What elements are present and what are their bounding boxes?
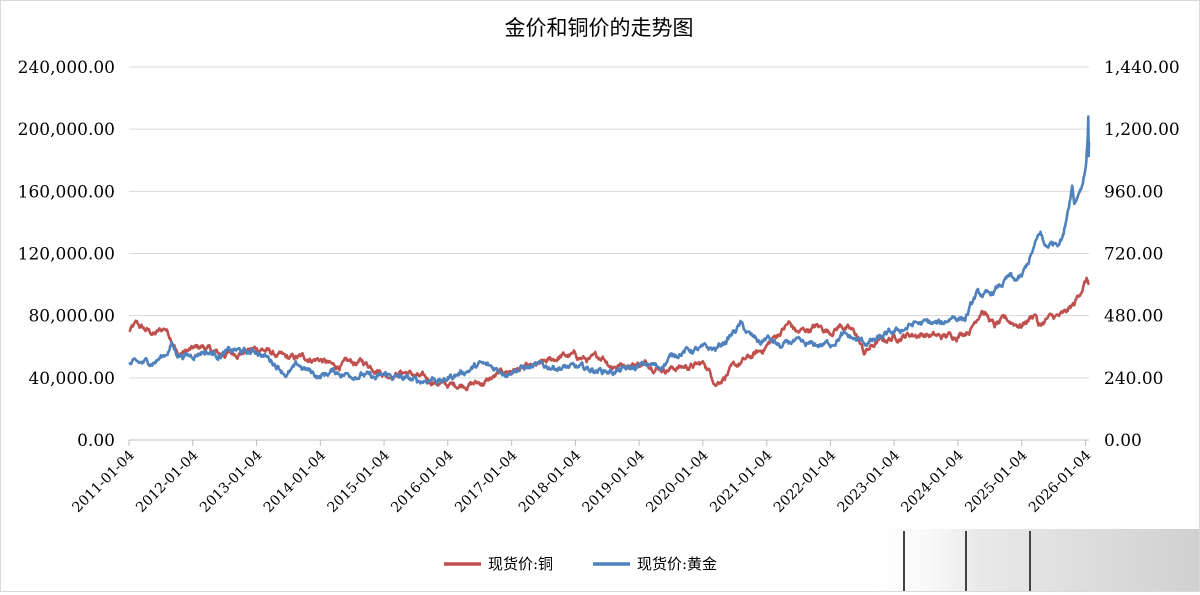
right-tick-label: 0.00 <box>1104 431 1142 451</box>
legend-label-copper: 现货价:铜 <box>488 555 553 573</box>
x-tick-label: 2016-01-04 <box>388 447 456 515</box>
x-tick-label: 2025-01-04 <box>962 447 1030 515</box>
series-layer <box>128 115 1091 392</box>
left-tick-label: 160,000.00 <box>18 182 115 202</box>
legend-label-gold: 现货价:黄金 <box>637 555 717 573</box>
x-tick-label: 2021-01-04 <box>707 447 775 515</box>
left-tick-label: 120,000.00 <box>18 245 115 265</box>
right-tick-label: 240.00 <box>1104 369 1163 389</box>
left-tick-label: 40,000.00 <box>28 369 115 389</box>
right-tick-label: 1,200.00 <box>1104 120 1180 140</box>
x-tick-label: 2019-01-04 <box>580 447 648 515</box>
gridlines <box>129 66 1089 441</box>
x-tick-label: 2015-01-04 <box>324 447 392 515</box>
x-tick-label: 2014-01-04 <box>261 447 329 515</box>
x-tick-label: 2012-01-04 <box>133 447 201 515</box>
right-tick-label: 720.00 <box>1104 245 1163 265</box>
x-tick-label: 2024-01-04 <box>898 447 966 515</box>
series-line-copper <box>128 276 1090 392</box>
x-axis: 2011-01-042012-01-042013-01-042014-01-04… <box>69 440 1094 516</box>
right-y-axis: 0.00 240.00 480.00 720.00 960.00 1,200.00 1,44… <box>1104 58 1180 451</box>
left-tick-label: 80,000.00 <box>28 307 115 327</box>
x-tick-label: 2026-01-04 <box>1026 447 1094 515</box>
series-line-gold <box>128 115 1091 385</box>
x-tick-label: 2020-01-04 <box>643 447 711 515</box>
left-tick-label: 200,000.00 <box>18 120 115 140</box>
bottom-right-fade <box>861 529 1199 591</box>
x-tick-label: 2018-01-04 <box>516 447 584 515</box>
x-tick-label: 2013-01-04 <box>197 447 265 515</box>
x-tick-label: 2023-01-04 <box>835 447 903 515</box>
x-tick-label: 2011-01-04 <box>69 447 137 515</box>
x-tick-label: 2017-01-04 <box>452 447 520 515</box>
legend: 现货价:铜 现货价:黄金 <box>444 555 717 573</box>
left-tick-label: 240,000.00 <box>18 58 115 78</box>
right-tick-label: 1,440.00 <box>1104 58 1180 78</box>
left-tick-label: 0.00 <box>77 431 115 451</box>
right-tick-label: 480.00 <box>1104 307 1163 327</box>
right-tick-label: 960.00 <box>1104 182 1163 202</box>
x-tick-label: 2022-01-04 <box>771 447 839 515</box>
left-y-axis: 0.00 40,000.00 80,000.00 120,000.00 160,000.… <box>18 58 115 451</box>
chart-title: 金价和铜价的走势图 <box>505 16 694 40</box>
